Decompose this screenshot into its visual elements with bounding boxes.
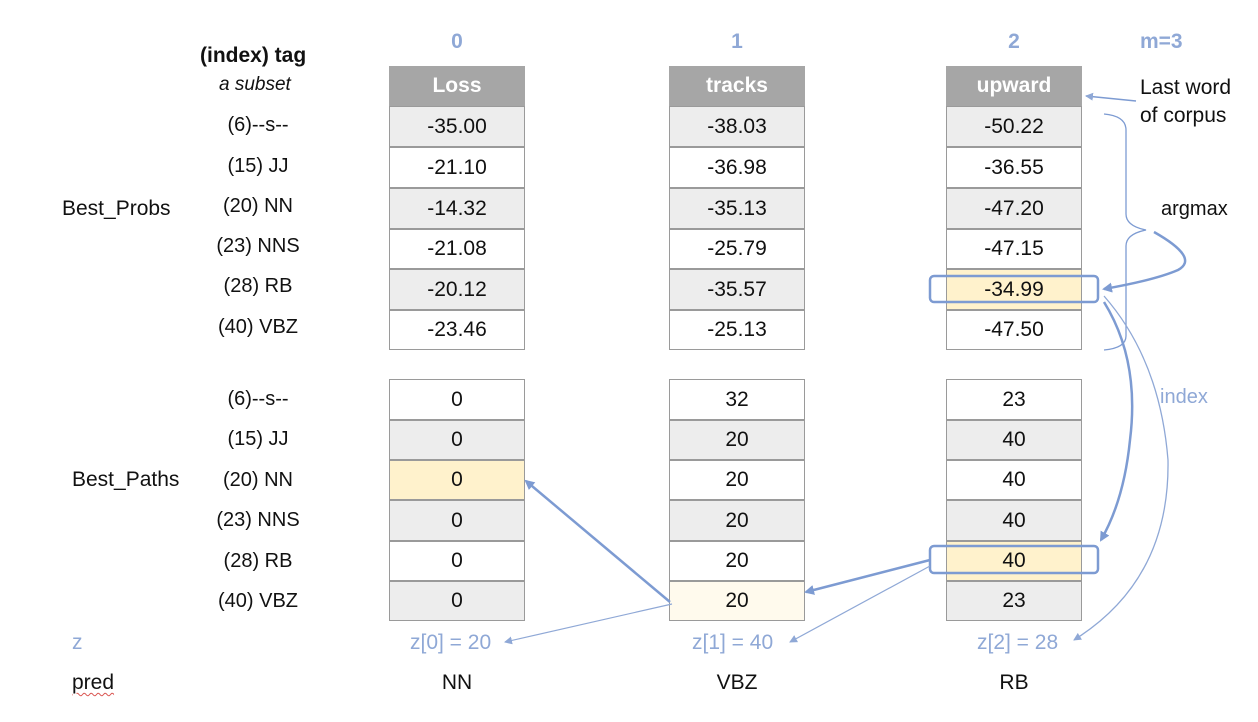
pred-row-label: pred <box>72 671 115 694</box>
best-paths-cell: 40 <box>946 420 1082 460</box>
best-paths-cell-selected: 0 <box>389 460 525 500</box>
argmax-brace <box>1103 113 1147 351</box>
probs-tag-label: (15) JJ <box>227 155 289 177</box>
index-tag-heading: (index) tag <box>200 44 307 67</box>
probs-tag-label: (40) VBZ <box>217 316 299 338</box>
z-row-label: z <box>72 631 83 654</box>
probs-tag-label: (28) RB <box>223 275 293 297</box>
column-index-2: 2 <box>1008 30 1020 53</box>
probs-tag-label: (23) NNS <box>216 235 300 257</box>
best-paths-cell: 20 <box>669 460 805 500</box>
best-probs-cell: -21.10 <box>389 147 525 188</box>
paths-tag-label: (20) NN <box>222 469 293 491</box>
z-arrow-0 <box>504 603 673 645</box>
paths-tag-label: (40) VBZ <box>217 590 299 612</box>
best-paths-cell: 20 <box>669 500 805 541</box>
best-probs-cell: -47.50 <box>946 310 1082 350</box>
paths-tag-label: (15) JJ <box>227 428 289 450</box>
best-paths-label: Best_Paths <box>72 468 180 491</box>
best-probs-cell: -35.57 <box>669 269 805 310</box>
best-paths-cell: 0 <box>389 581 525 621</box>
paths-tag-label: (6)--s-- <box>227 388 289 410</box>
z-arrow-1 <box>789 565 931 643</box>
best-paths-cell: 0 <box>389 541 525 581</box>
word-header-2: upward <box>946 66 1082 106</box>
probs-tag-label: (20) NN <box>222 195 293 217</box>
best-paths-cell-selected: 40 <box>946 541 1082 581</box>
pred-value: VBZ <box>716 671 758 694</box>
best-probs-cell: -25.13 <box>669 310 805 350</box>
best-paths-cell: 32 <box>669 379 805 420</box>
best-paths-cell: 23 <box>946 581 1082 621</box>
best-probs-cell: -38.03 <box>669 106 805 147</box>
last-word-arrow <box>1085 92 1137 102</box>
z-value: z[1] = 40 <box>692 631 774 654</box>
path-highlight-box <box>928 544 1100 575</box>
best-probs-cell: -47.15 <box>946 229 1082 269</box>
best-probs-label: Best_Probs <box>62 197 171 220</box>
best-probs-cell: -36.98 <box>669 147 805 188</box>
best-probs-cell: -35.00 <box>389 106 525 147</box>
last-word-annotation-line2: of corpus <box>1140 104 1227 127</box>
column-index-1: 1 <box>731 30 743 53</box>
best-paths-cell: 0 <box>389 420 525 460</box>
argmax-to-path-arrow <box>1099 301 1134 542</box>
subset-caption: a subset <box>219 74 291 95</box>
column-index-0: 0 <box>451 30 463 53</box>
best-probs-cell: -14.32 <box>389 188 525 229</box>
pred-value: RB <box>999 671 1029 694</box>
argmax-annotation: argmax <box>1161 198 1228 220</box>
pred-value: NN <box>441 671 473 694</box>
z-value: z[0] = 20 <box>410 631 492 654</box>
best-probs-cell: -20.12 <box>389 269 525 310</box>
best-paths-cell: 23 <box>946 379 1082 420</box>
best-probs-cell: -50.22 <box>946 106 1082 147</box>
paths-tag-label: (28) RB <box>223 550 293 572</box>
backtrack-arrow-2-to-1 <box>804 558 931 595</box>
argmax-highlight-box <box>928 274 1100 304</box>
paths-tag-label: (23) NNS <box>216 509 300 531</box>
m-label: m=3 <box>1140 30 1183 53</box>
best-paths-cell: 40 <box>946 500 1082 541</box>
z-value: z[2] = 28 <box>977 631 1059 654</box>
best-paths-cell: 0 <box>389 500 525 541</box>
backtrack-arrow-1-to-0 <box>524 479 671 603</box>
probs-tag-label: (6)--s-- <box>227 114 289 136</box>
word-header-0: Loss <box>389 66 525 106</box>
best-probs-cell: -35.13 <box>669 188 805 229</box>
best-paths-cell: 40 <box>946 460 1082 500</box>
best-probs-cell: -25.79 <box>669 229 805 269</box>
word-header-1: tracks <box>669 66 805 106</box>
index-annotation: index <box>1160 386 1208 408</box>
index-curve-arrow <box>1073 295 1169 641</box>
best-paths-cell-selected: 20 <box>669 581 805 621</box>
last-word-annotation-line1: Last word <box>1140 76 1232 99</box>
best-probs-cell: -47.20 <box>946 188 1082 229</box>
best-probs-cell: -21.08 <box>389 229 525 269</box>
best-paths-cell: 0 <box>389 379 525 420</box>
best-paths-cell: 20 <box>669 420 805 460</box>
best-paths-cell: 20 <box>669 541 805 581</box>
best-probs-cell: -23.46 <box>389 310 525 350</box>
argmax-arrow <box>1102 230 1187 293</box>
best-probs-cell: -36.55 <box>946 147 1082 188</box>
